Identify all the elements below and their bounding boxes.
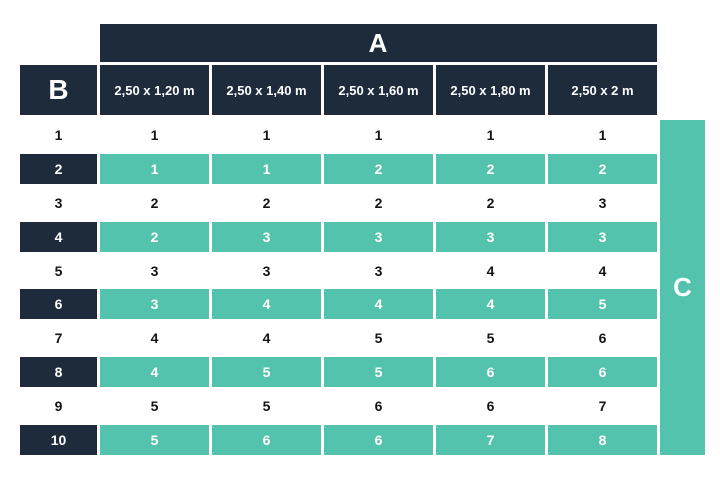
column-header-4: 2,50 x 1,80 m [436,65,545,115]
table-cell: 2 [374,194,383,211]
row-label: 4 [20,221,97,252]
column-header-row: 2,50 x 1,20 m 2,50 x 1,40 m 2,50 x 1,60 … [100,65,657,115]
table-cell: 2 [436,153,545,184]
table-cell: 4 [486,262,495,279]
column-header-3: 2,50 x 1,60 m [324,65,433,115]
table-cell: 2 [548,153,657,184]
table-cell: 4 [324,289,433,320]
table-cell: 3 [100,289,209,320]
table-cell: 4 [598,262,607,279]
table-cell: 1 [100,153,209,184]
table-cell: 4 [262,330,271,347]
table-cell: 1 [598,127,607,143]
table-cell: 6 [436,357,545,388]
table-cell: 7 [436,424,545,455]
result-label: C [673,272,692,302]
table-cell: 1 [262,127,271,143]
column-group-label: A [368,27,389,58]
table-row-6: 6 3 4 4 4 5 [20,289,657,320]
table-cell: 6 [212,424,321,455]
row-label: 8 [20,357,97,388]
table-cell: 5 [150,398,159,414]
row-label: 9 [54,398,63,414]
column-header-5: 2,50 x 2 m [548,65,657,115]
row-label: 6 [20,289,97,320]
table-row-2: 2 1 1 2 2 2 [20,153,657,184]
table-cell: 2 [150,194,159,211]
row-label: 3 [54,194,63,211]
table-cell: 2 [324,153,433,184]
table-cell: 1 [150,127,159,143]
table-cell: 5 [548,289,657,320]
table-cell: 3 [436,221,545,252]
table-cell: 1 [374,127,383,143]
table-cell: 6 [486,398,495,414]
table-cell: 1 [212,153,321,184]
table-row-1: 1 1 1 1 1 1 [20,120,657,150]
table-cell: 3 [262,262,271,279]
table-row-8: 8 4 5 5 6 6 [20,357,657,388]
table-cell: 6 [598,330,607,347]
table-cell: 6 [324,424,433,455]
table-row-5: 5 3 3 3 4 4 [20,256,657,286]
table-body: 1 1 1 1 1 1 2 1 1 2 2 2 3 2 2 2 2 3 4 2 … [20,120,657,455]
table-cell: 2 [486,194,495,211]
column-header-1: 2,50 x 1,20 m [100,65,209,115]
table-row-10: 10 5 6 6 7 8 [20,424,657,455]
row-label: 7 [54,330,63,347]
table-cell: 5 [212,357,321,388]
column-header-2: 2,50 x 1,40 m [212,65,321,115]
table-row-7: 7 4 4 5 5 6 [20,323,657,353]
table-cell: 4 [436,289,545,320]
table-cell: 3 [324,221,433,252]
table-cell: 6 [374,398,383,414]
column-group-header: A [100,24,657,62]
table-cell: 1 [486,127,495,143]
table-row-3: 3 2 2 2 2 3 [20,188,657,218]
table-cell: 3 [212,221,321,252]
table-cell: 5 [486,330,495,347]
table-row-4: 4 2 3 3 3 3 [20,221,657,252]
table-cell: 5 [324,357,433,388]
table-cell: 8 [548,424,657,455]
table-cell: 3 [548,221,657,252]
table-cell: 6 [548,357,657,388]
table-cell: 5 [262,398,271,414]
table-cell: 5 [100,424,209,455]
row-group-label: B [48,74,69,105]
table-row-9: 9 5 5 6 6 7 [20,391,657,421]
result-column: C [660,120,705,455]
table-cell: 2 [100,221,209,252]
table-cell: 3 [150,262,159,279]
table-cell: 3 [374,262,383,279]
table-cell: 4 [100,357,209,388]
row-label: 1 [54,127,63,143]
row-label: 2 [20,153,97,184]
row-label: 5 [54,262,63,279]
row-group-header: B [20,65,97,115]
table-cell: 7 [598,398,607,414]
table-cell: 4 [212,289,321,320]
table-cell: 2 [262,194,271,211]
table-cell: 5 [374,330,383,347]
row-label: 10 [20,424,97,455]
table-cell: 4 [150,330,159,347]
table-cell: 3 [598,194,607,211]
